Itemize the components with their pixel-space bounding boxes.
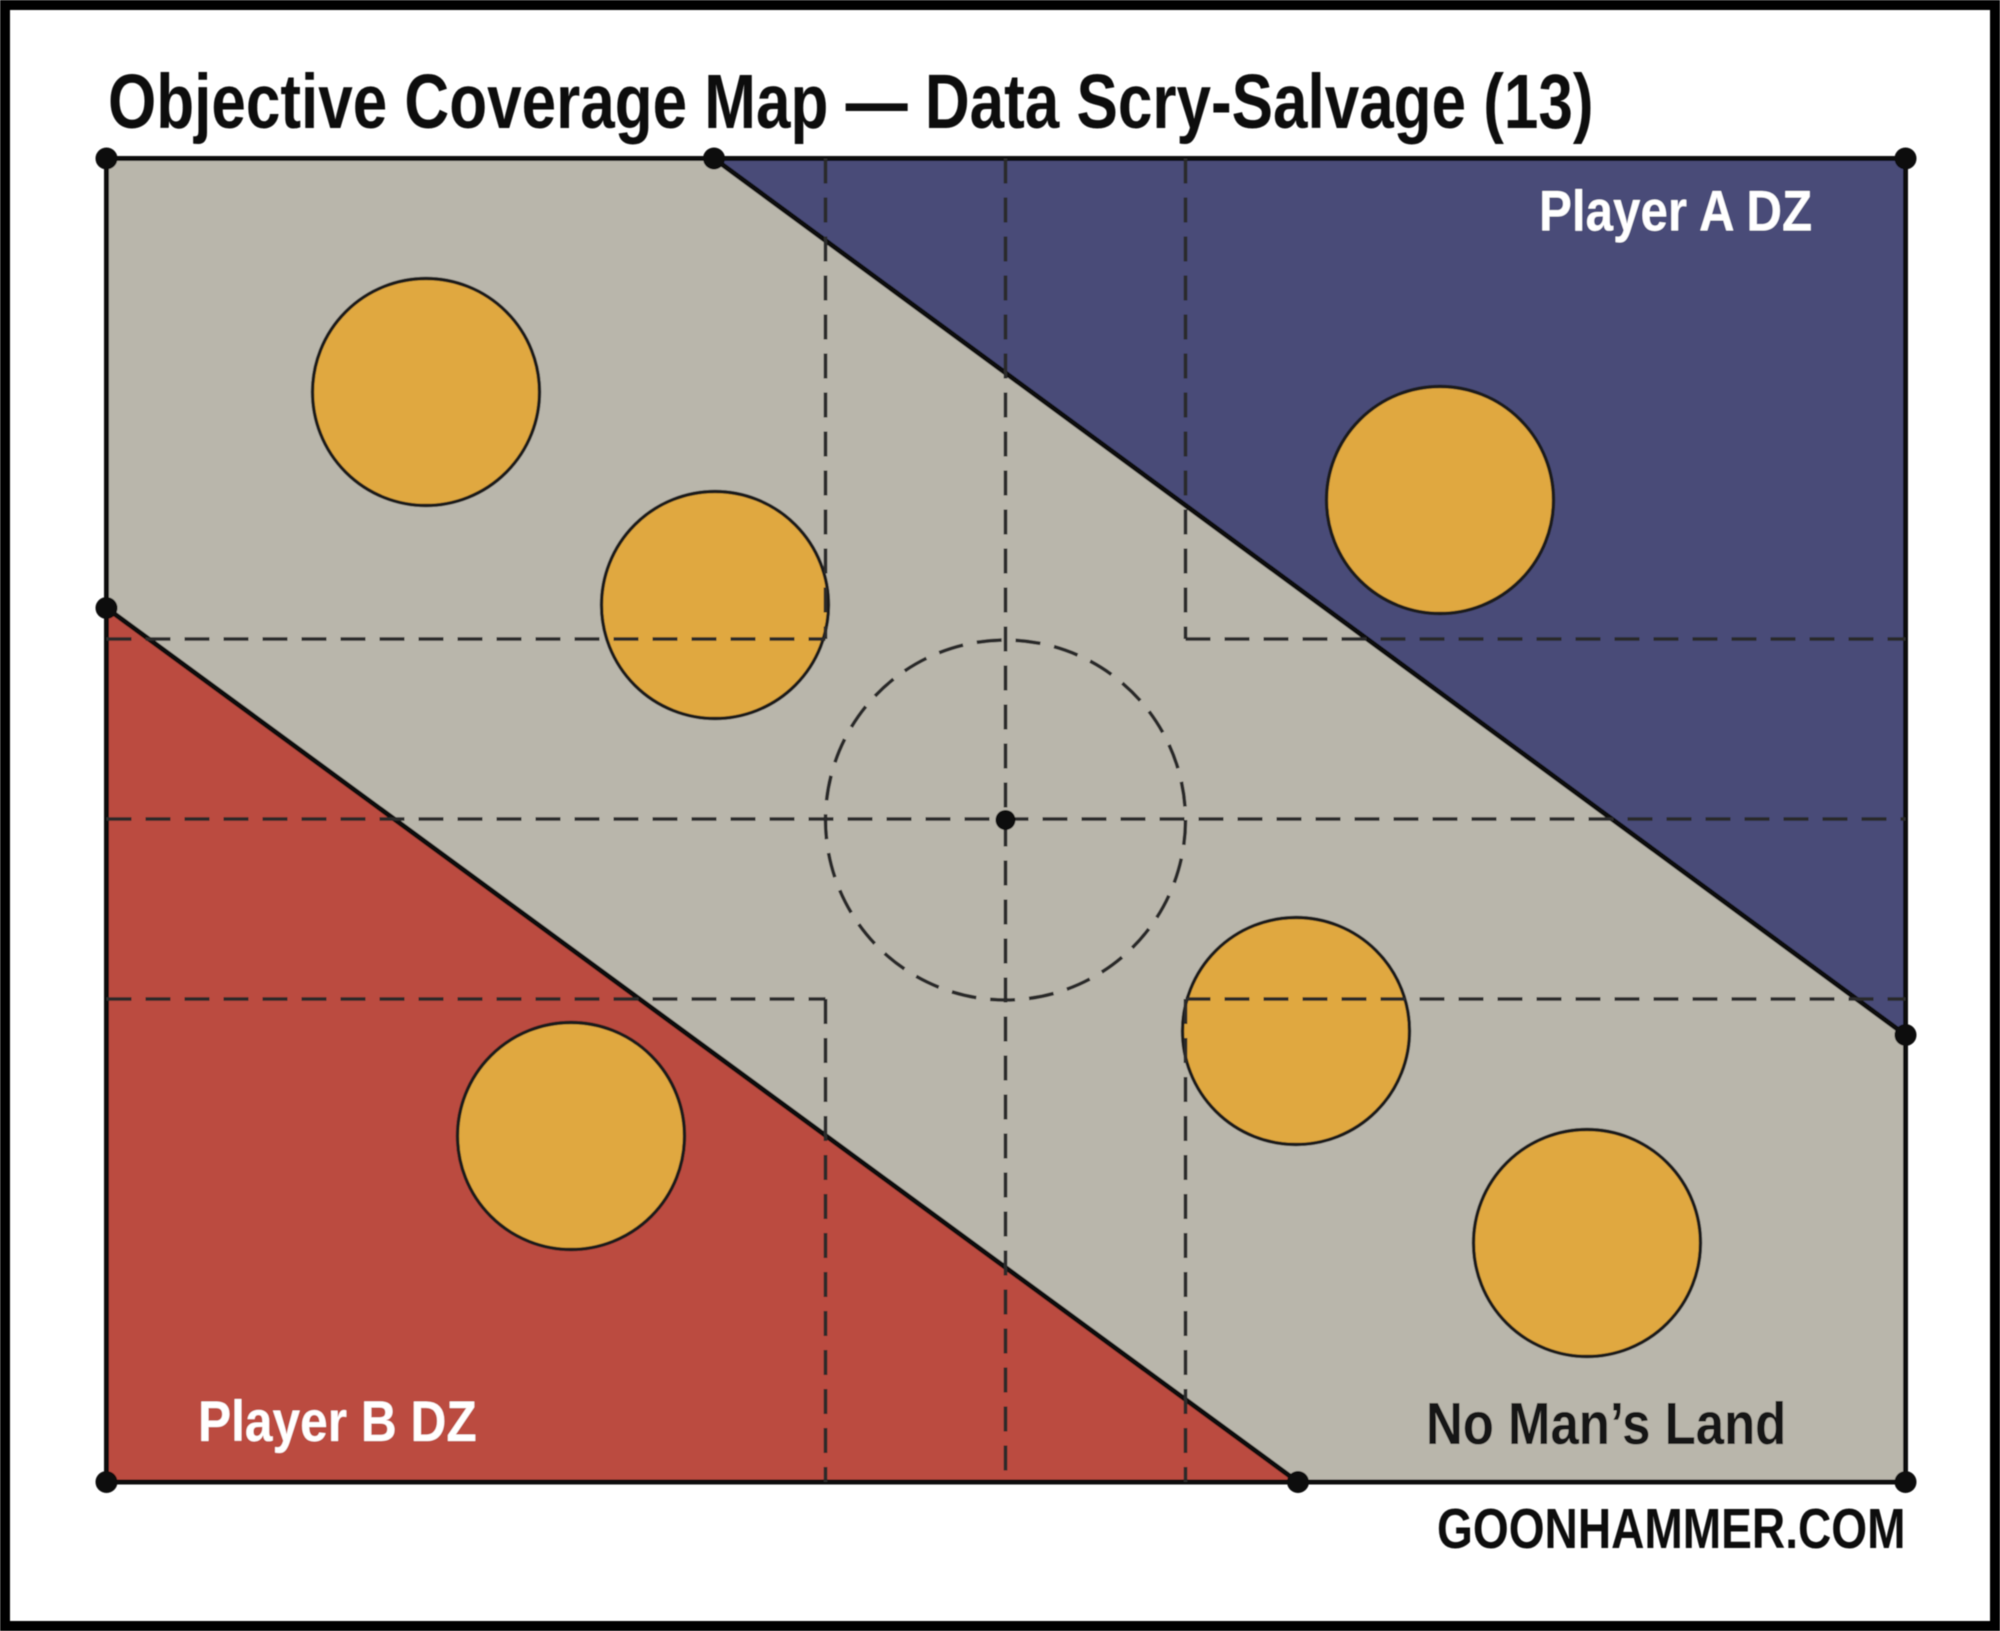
svg-text:Player B DZ: Player B DZ — [198, 1390, 477, 1454]
svg-text:Objective Coverage Map — Data: Objective Coverage Map — Data Scry-Salva… — [108, 59, 1594, 145]
svg-text:GOONHAMMER.COM: GOONHAMMER.COM — [1437, 1497, 1906, 1561]
svg-text:No Man’s Land: No Man’s Land — [1426, 1390, 1786, 1456]
svg-text:Player A DZ: Player A DZ — [1539, 179, 1812, 243]
